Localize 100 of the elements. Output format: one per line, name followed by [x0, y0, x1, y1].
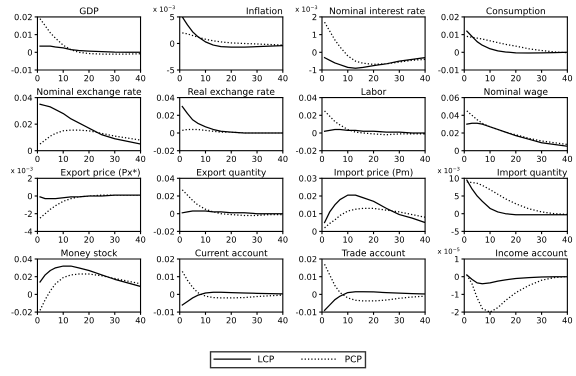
- chart-title: Current account: [195, 250, 268, 256]
- x-tick-label: 40: [136, 75, 146, 82]
- x-tick-label: 30: [394, 156, 404, 162]
- y-tick-label: 0.04: [299, 94, 317, 101]
- x-tick-label: 0: [35, 317, 40, 324]
- y-tick-label: 0.04: [441, 112, 459, 119]
- y-tick-label: 0.04: [156, 175, 174, 182]
- y-tick-label: 0.04: [156, 94, 174, 101]
- y-tick-label: 0: [454, 274, 459, 280]
- chart-title: Export quantity: [197, 168, 266, 178]
- x-tick-label: 20: [368, 156, 378, 162]
- y-tick-label: 0: [454, 210, 459, 217]
- y-tick-label: 0.01: [441, 32, 459, 38]
- y-tick-label: -0.02: [296, 148, 316, 154]
- x-tick-label: 10: [343, 75, 353, 82]
- y-tick-label: -0.01: [438, 66, 459, 74]
- x-tick-label: 10: [486, 75, 495, 82]
- x-tick-label: 10: [201, 75, 210, 82]
- y-tick-label: -0.02: [154, 148, 174, 154]
- x-tick-label: 10: [58, 75, 68, 82]
- x-tick-label: 20: [226, 75, 236, 82]
- legend-label: LCP: [258, 356, 274, 362]
- y-tick-label: 5: [170, 14, 174, 20]
- x-tick-label: 30: [252, 236, 262, 243]
- chart-title: Export price (Px*): [61, 168, 140, 178]
- y-tick-label: 0: [454, 148, 459, 154]
- x-tick-label: 0: [178, 75, 182, 82]
- x-tick-label: 0: [178, 236, 182, 243]
- y-tick-label: 0.02: [299, 256, 316, 262]
- y-tick-label: 0.01: [14, 32, 32, 38]
- x-tick-label: 0: [178, 317, 182, 324]
- y-tick-label: 0.02: [441, 130, 459, 136]
- x-tick-label: 20: [226, 317, 236, 324]
- x-tick-label: 0: [462, 317, 466, 324]
- x-tick-label: 30: [110, 236, 120, 243]
- x-tick-label: 30: [536, 156, 546, 162]
- y-tick-label: 0.01: [156, 274, 174, 280]
- x-tick-label: 30: [394, 75, 404, 82]
- x-tick-label: 20: [84, 236, 94, 243]
- y-tick-label: 0: [28, 192, 32, 200]
- x-tick-label: 0: [35, 156, 40, 162]
- chart-title: Trade account: [342, 249, 406, 256]
- x-tick-label: 40: [562, 156, 572, 162]
- x-tick-label: 20: [226, 156, 236, 162]
- y-tick-label: 2: [312, 14, 316, 20]
- y-tick-label: 1: [312, 32, 316, 38]
- y-tick-label: -1: [452, 291, 459, 298]
- y-tick-label: 0.04: [14, 256, 32, 262]
- x-tick-label: 0: [320, 236, 324, 243]
- y-tick-label: 0: [170, 40, 174, 47]
- y-tick-label: 0.02: [156, 256, 174, 262]
- legend-label: PCP: [346, 356, 362, 362]
- y-tick-label: 0.02: [14, 14, 32, 20]
- x-tick-label: 0: [462, 156, 466, 162]
- y-tick-label: 0: [312, 228, 317, 235]
- y-tick-label: 0: [312, 291, 317, 298]
- y-tick-label: -5: [166, 67, 174, 74]
- x-tick-label: 40: [136, 156, 146, 162]
- y-tick-label: 0.01: [299, 210, 316, 217]
- x-tick-label: 30: [394, 317, 404, 324]
- x-tick-label: 10: [201, 236, 210, 243]
- x-tick-label: 40: [562, 236, 572, 243]
- x-tick-label: 40: [420, 317, 430, 324]
- chart-title: Consumption: [486, 7, 545, 16]
- x-tick-label: 10: [58, 236, 68, 243]
- x-tick-label: 30: [110, 156, 120, 162]
- y-tick-label: -0.01: [296, 309, 316, 316]
- x-tick-label: 40: [420, 156, 430, 162]
- x-tick-label: 10: [486, 236, 495, 243]
- y-tick-label: -2: [24, 210, 32, 217]
- x-tick-label: 10: [486, 156, 495, 162]
- y-tick-label: 0: [28, 291, 32, 298]
- chart-title: Money stock: [61, 249, 118, 258]
- y-tick-label: -0.02: [11, 309, 32, 316]
- chart-title: Import price (Pm): [334, 168, 412, 178]
- x-tick-label: 10: [58, 317, 68, 324]
- x-tick-label: 20: [511, 156, 521, 162]
- y-tick-label: 0: [312, 130, 317, 136]
- x-tick-label: 30: [252, 75, 262, 82]
- x-tick-label: 40: [420, 75, 430, 82]
- y-tick-label: 0: [312, 49, 317, 56]
- y-tick-label: 0.04: [14, 94, 32, 101]
- y-tick-label: 0.01: [299, 274, 316, 280]
- x-tick-label: 20: [84, 156, 94, 162]
- x-tick-label: 30: [536, 75, 546, 82]
- x-tick-label: 30: [110, 317, 120, 324]
- x-tick-label: 30: [252, 156, 262, 162]
- x-tick-label: 30: [394, 236, 404, 243]
- x-tick-label: 0: [462, 236, 466, 243]
- x-tick-label: 40: [278, 75, 288, 82]
- x-tick-label: 10: [343, 317, 353, 324]
- x-tick-label: 20: [511, 236, 521, 243]
- chart-title: Inflation: [246, 7, 282, 14]
- x-tick-label: 0: [320, 156, 324, 162]
- chart-title: Import quantity: [498, 168, 568, 178]
- chart-title: Labor: [362, 88, 386, 95]
- x-tick-label: 0: [35, 75, 40, 82]
- y-tick-label: 0.02: [299, 192, 316, 200]
- x-tick-label: 0: [462, 75, 466, 82]
- y-tick-label: 0: [170, 130, 174, 136]
